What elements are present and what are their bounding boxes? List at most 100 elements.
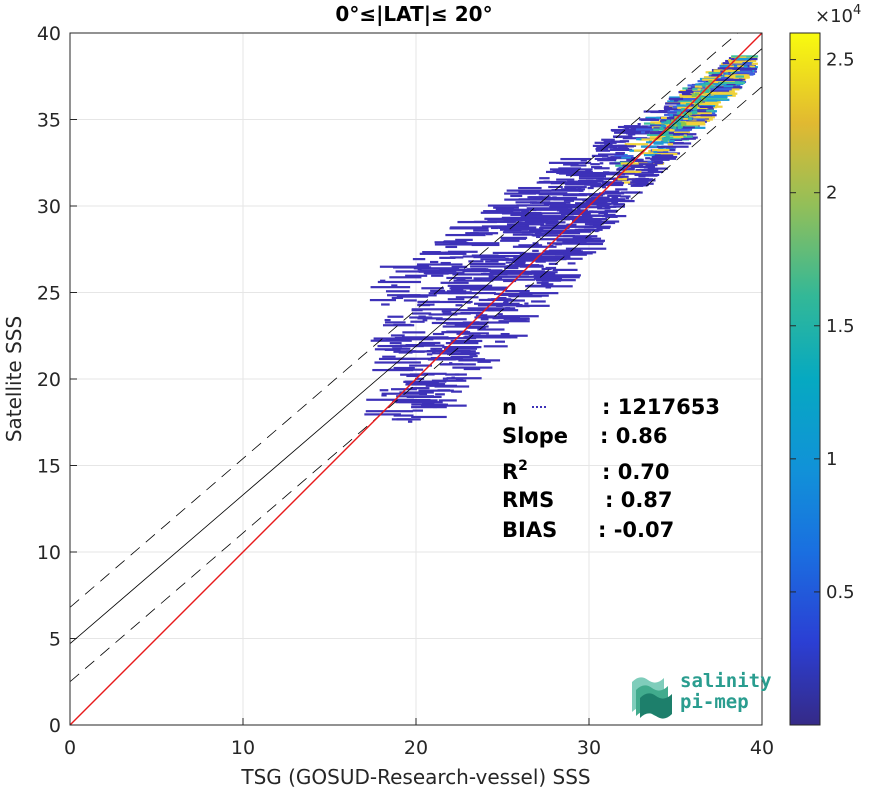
density-cell [669, 141, 684, 145]
density-cell [670, 137, 696, 140]
density-cell [529, 218, 570, 221]
density-cell [687, 117, 692, 121]
density-cell [609, 148, 626, 151]
density-cell [572, 221, 602, 224]
density-cell [534, 232, 581, 235]
density-cell [464, 268, 491, 272]
density-cell [510, 211, 542, 215]
density-cell [660, 139, 665, 142]
density-cell [674, 123, 679, 127]
density-cell [604, 198, 626, 201]
density-cell [418, 270, 445, 273]
density-cell [661, 132, 666, 136]
density-cell [510, 194, 523, 198]
density-cell [561, 168, 575, 171]
density-cell [641, 131, 646, 134]
density-cell [432, 348, 437, 351]
density-cell [503, 301, 509, 304]
density-cell [672, 126, 677, 130]
density-cell [699, 95, 704, 99]
density-cell [403, 299, 417, 302]
density-cell [506, 223, 530, 226]
density-cell [563, 235, 575, 238]
density-cell [465, 232, 479, 235]
density-cell [460, 351, 471, 354]
density-cell [497, 254, 543, 258]
density-cell [680, 121, 685, 125]
density-cell [654, 162, 664, 165]
density-cell [505, 270, 525, 273]
density-cell [732, 62, 752, 65]
density-cell [622, 164, 644, 167]
density-cell [593, 200, 608, 203]
density-cell [625, 197, 629, 200]
density-cell [492, 226, 537, 229]
density-cell [460, 311, 483, 315]
density-cell [693, 110, 698, 114]
density-cell [740, 61, 749, 64]
density-cell [532, 234, 559, 237]
density-cell [505, 307, 511, 310]
density-cell [673, 135, 684, 139]
density-cell [686, 89, 700, 92]
density-cell [530, 212, 568, 215]
density-cell [545, 286, 552, 289]
density-cell [370, 339, 412, 342]
density-cell [590, 196, 610, 199]
density-cell [502, 231, 542, 234]
density-cell [667, 130, 677, 133]
statistics-box: n: 1217653 Slope: 0.86 R2: 0.70 RMS: 0.87 BI… [502, 395, 720, 542]
density-cell [661, 124, 667, 128]
density-cell [410, 387, 430, 390]
y-tick-label: 20 [37, 369, 61, 391]
density-cell [452, 273, 494, 276]
density-cell [561, 188, 586, 191]
density-cell [395, 357, 405, 360]
density-cell [616, 156, 631, 159]
density-cell [519, 292, 559, 295]
density-cell [638, 175, 646, 178]
density-cell [695, 92, 700, 96]
density-cell [576, 237, 602, 240]
density-cell [705, 81, 710, 85]
density-cell [406, 374, 419, 378]
density-cell [412, 409, 423, 412]
density-cell [391, 284, 398, 287]
density-cell [442, 345, 479, 349]
density-cell [487, 204, 528, 207]
density-cell [679, 96, 696, 99]
density-cell [643, 154, 661, 157]
density-cell [467, 307, 516, 310]
density-cell [440, 281, 469, 284]
density-cell [477, 328, 505, 331]
density-cell [444, 348, 458, 351]
density-cell [580, 159, 587, 162]
density-cell [739, 56, 747, 59]
density-cell [473, 229, 489, 232]
density-cell [566, 229, 600, 232]
x-axis-label: TSG (GOSUD-Research-vessel) SSS [240, 765, 590, 789]
density-cell [473, 286, 508, 289]
density-cell [549, 204, 590, 207]
density-cell [457, 220, 497, 224]
colorbar-multiplier: ×104 [815, 3, 861, 27]
density-cell [435, 318, 467, 321]
y-tick-label: 0 [49, 715, 61, 737]
density-cell [418, 341, 441, 345]
density-cell [545, 222, 558, 225]
density-cell [712, 73, 722, 77]
density-cell [455, 296, 479, 299]
density-cell [653, 142, 664, 145]
density-cell [441, 331, 471, 334]
density-cell [624, 130, 651, 133]
density-cell [673, 114, 681, 117]
density-cell [598, 192, 625, 195]
density-cell [626, 178, 654, 181]
density-cell [536, 181, 574, 184]
density-cell [563, 199, 575, 202]
density-cell [676, 104, 685, 107]
y-tick-label: 40 [37, 23, 61, 45]
density-cell [406, 395, 442, 399]
x-axis-ticks: 0 10 20 30 40 [64, 718, 774, 759]
density-cell [726, 83, 736, 86]
